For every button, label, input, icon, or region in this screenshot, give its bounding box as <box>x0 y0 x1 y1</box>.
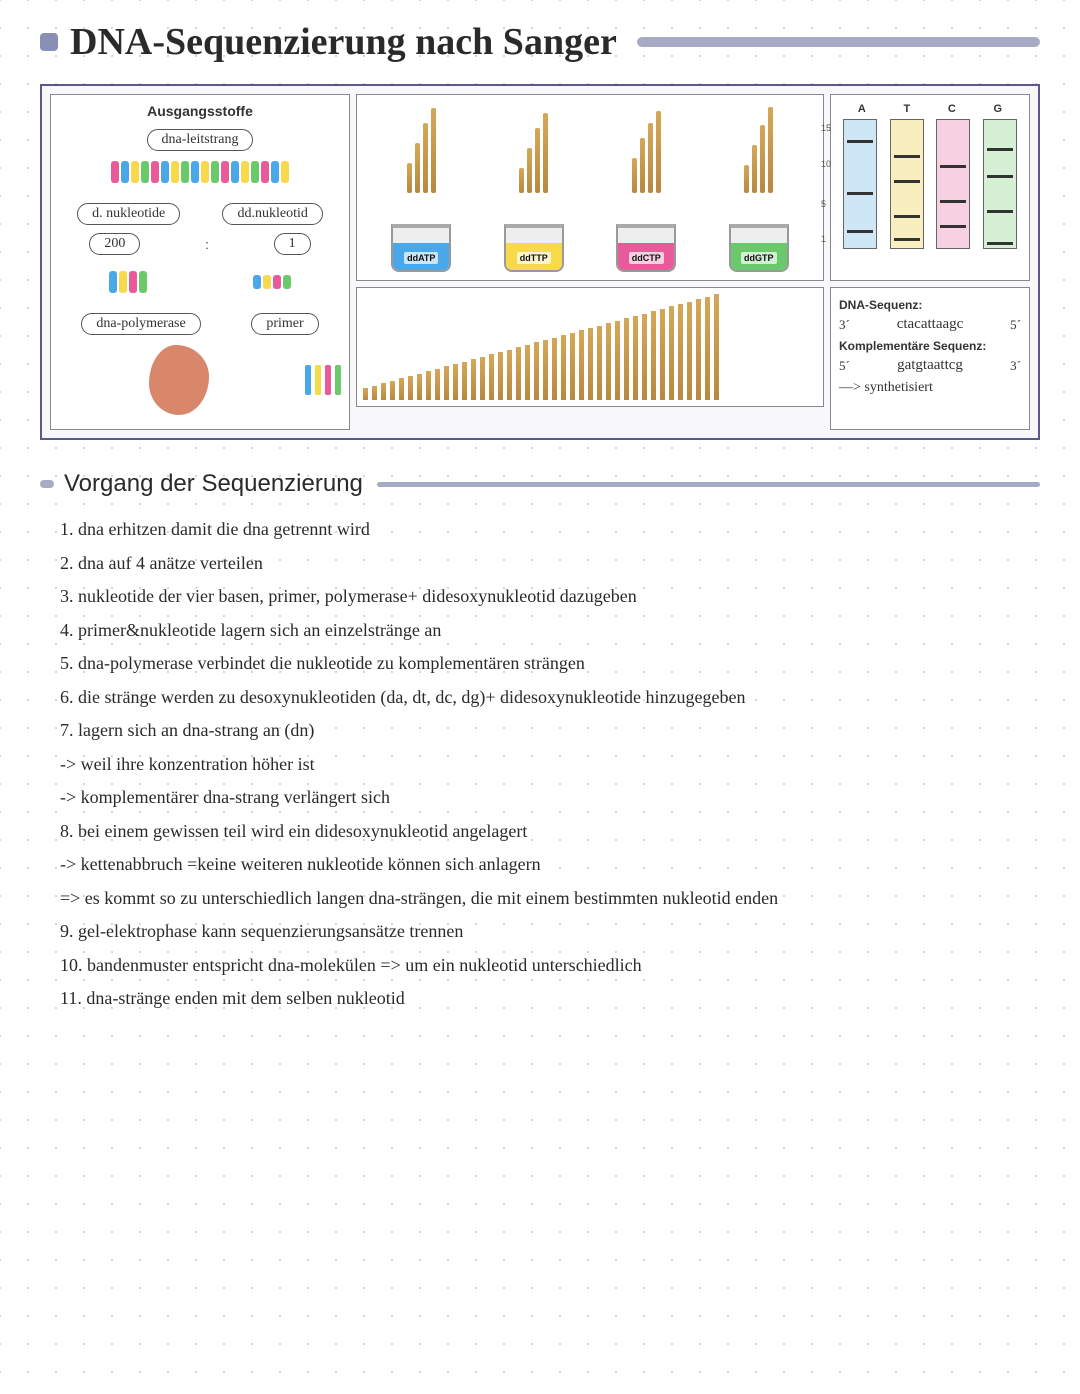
primer-icon <box>305 365 341 395</box>
seq2-text: gatgtaattcg <box>897 357 963 374</box>
gel-lanes: 15 10 5 1 <box>839 119 1021 249</box>
scale-5: 5 <box>821 199 826 209</box>
step-item: => es kommt so zu unterschiedlich langen… <box>60 883 1040 915</box>
title-bullet-icon <box>40 33 58 51</box>
dna-strand-icon <box>59 161 341 183</box>
seq1-text: ctacattaagc <box>897 316 964 333</box>
steps-list: 1. dna erhitzen damit die dna getrennt w… <box>40 514 1040 1015</box>
polymerase-icon <box>149 345 209 415</box>
section-header: Vorgang der Sequenzierung <box>40 470 1040 498</box>
ratio-200: 200 <box>89 233 140 255</box>
d-nukleotide-label: d. nukleotide <box>77 203 180 225</box>
seq-label-1: DNA-Sequenz: <box>839 298 1021 312</box>
step-item: 1. dna erhitzen damit die dna getrennt w… <box>60 514 1040 546</box>
title-row: DNA-Sequenzierung nach Sanger <box>40 20 1040 64</box>
gel-lane-T <box>890 119 924 249</box>
gel-col-C: C <box>948 103 956 115</box>
seq1-end-3: 3´ <box>839 317 850 333</box>
scale-15: 15 <box>821 123 831 133</box>
synth-note: —> synthetisiert <box>839 380 1021 396</box>
seq-label-2: Komplementäre Sequenz: <box>839 339 1021 353</box>
section-divider <box>377 482 1040 487</box>
step-item: 7. lagern sich an dna-strang an (dn) <box>60 715 1040 747</box>
panel-ausgangsstoffe: Ausgangsstoffe dna-leitstrang d. nukleot… <box>50 94 350 430</box>
section-title: Vorgang der Sequenzierung <box>64 470 363 498</box>
seq1-end-5: 5´ <box>1010 317 1021 333</box>
fragments-icon <box>365 103 815 193</box>
panel-reactions: ddATP ddTTP ddCTP ddGTP <box>356 94 824 281</box>
dd-nucleotide-icons <box>253 275 291 289</box>
seq2-end-3: 3´ <box>1010 358 1021 374</box>
ausgang-title: Ausgangsstoffe <box>59 103 341 119</box>
section-bullet-icon <box>40 480 54 488</box>
gel-col-T: T <box>903 103 910 115</box>
ratio-sep: : <box>205 237 209 252</box>
ratio-1: 1 <box>274 233 311 255</box>
beakers-row: ddATP ddTTP ddCTP ddGTP <box>365 224 815 272</box>
panel-gel: A T C G 15 10 5 1 <box>830 94 1030 281</box>
panel-staircase <box>356 287 824 407</box>
scale-10: 10 <box>821 159 831 169</box>
beaker-icon: ddGTP <box>729 224 789 272</box>
gel-lane-G <box>983 119 1017 249</box>
nucleotide-icons <box>109 271 147 293</box>
page-title: DNA-Sequenzierung nach Sanger <box>70 20 617 64</box>
step-item: 10. bandenmuster entspricht dna-moleküle… <box>60 950 1040 982</box>
step-item: -> weil ihre konzentration höher ist <box>60 749 1040 781</box>
step-item: 11. dna-stränge enden mit dem selben nuk… <box>60 983 1040 1015</box>
beaker-icon: ddCTP <box>616 224 676 272</box>
gel-lane-C <box>936 119 970 249</box>
step-item: 4. primer&nukleotide lagern sich an einz… <box>60 615 1040 647</box>
diagram-container: Ausgangsstoffe dna-leitstrang d. nukleot… <box>40 84 1040 440</box>
beaker-icon: ddATP <box>391 224 451 272</box>
step-item: -> komplementärer dna-strang verlängert … <box>60 782 1040 814</box>
step-item: 6. die stränge werden zu desoxynukleotid… <box>60 682 1040 714</box>
leitstrang-label: dna-leitstrang <box>147 129 254 151</box>
gel-col-A: A <box>858 103 866 115</box>
panel-sequence: DNA-Sequenz: 3´ ctacattaagc 5´ Komplemen… <box>830 287 1030 430</box>
title-divider <box>637 37 1040 47</box>
beaker-icon: ddTTP <box>504 224 564 272</box>
step-item: 8. bei einem gewissen teil wird ein dide… <box>60 816 1040 848</box>
gel-col-G: G <box>994 103 1003 115</box>
seq2-end-5: 5´ <box>839 358 850 374</box>
step-item: -> kettenabbruch =keine weiteren nukleot… <box>60 849 1040 881</box>
polymerase-label: dna-polymerase <box>81 313 200 335</box>
gel-header: ATCG <box>839 103 1021 115</box>
primer-label: primer <box>251 313 318 335</box>
scale-1: 1 <box>821 234 826 244</box>
dd-nukleotid-label: dd.nukleotid <box>222 203 322 225</box>
step-item: 9. gel-elektrophase kann sequenzierungsa… <box>60 916 1040 948</box>
step-item: 3. nukleotide der vier basen, primer, po… <box>60 581 1040 613</box>
step-item: 2. dna auf 4 anätze verteilen <box>60 548 1040 580</box>
step-item: 5. dna-polymerase verbindet die nukleoti… <box>60 648 1040 680</box>
gel-lane-A <box>843 119 877 249</box>
